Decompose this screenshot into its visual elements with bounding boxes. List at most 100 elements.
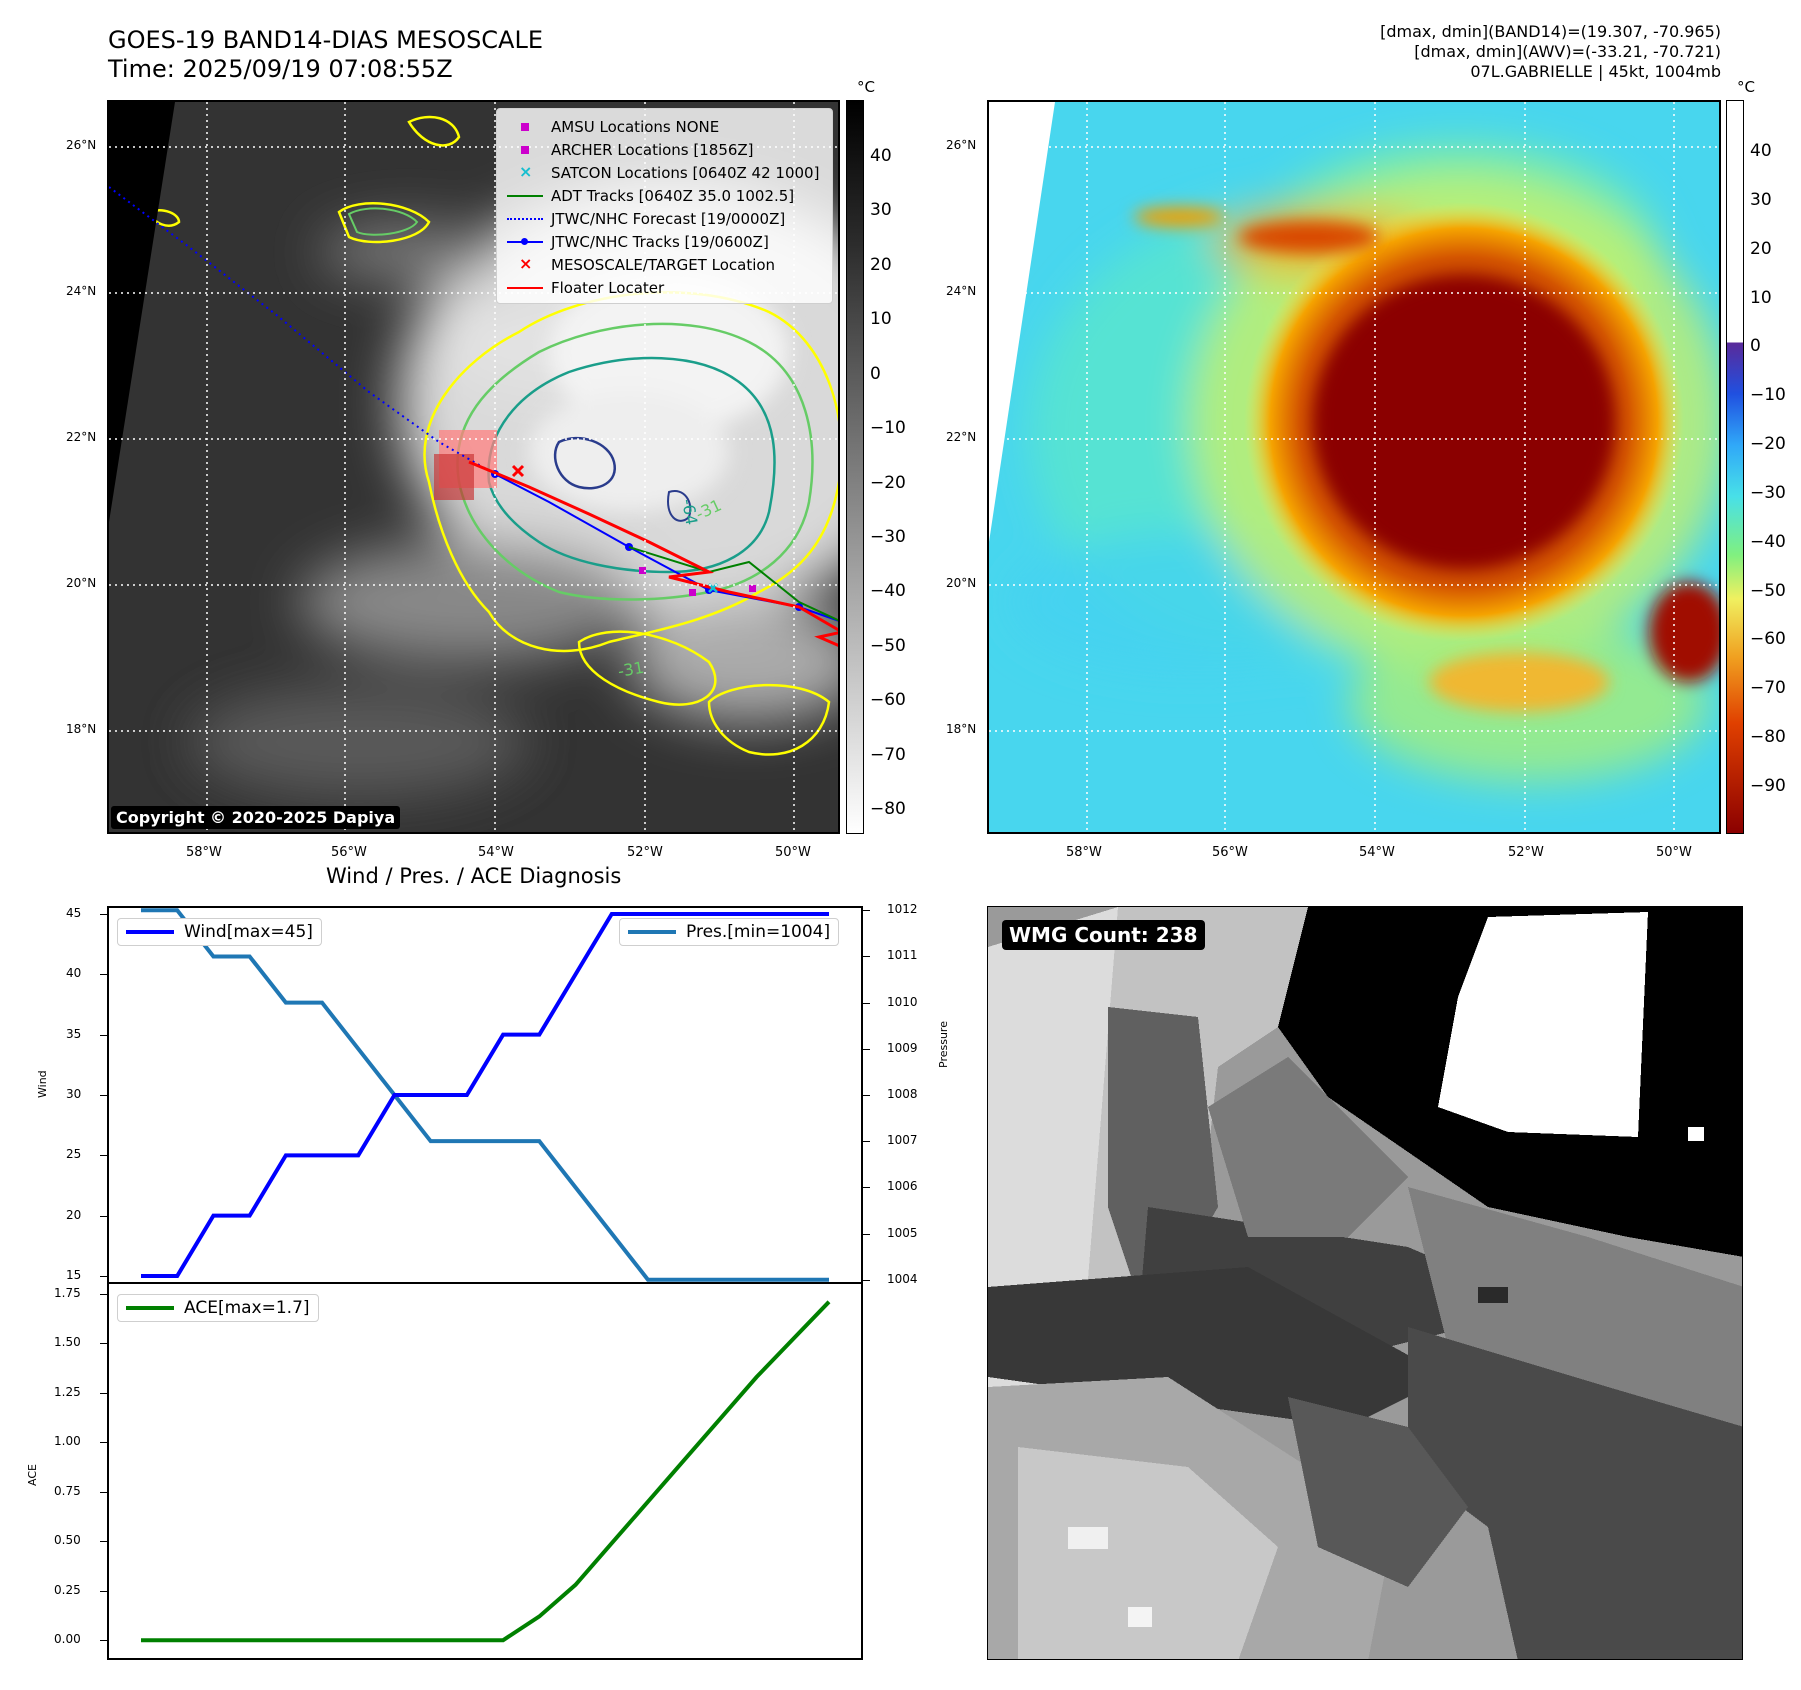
ace-legend-label: ACE[max=1.7]	[184, 1298, 310, 1318]
colorbar-tick-label: −30	[1750, 482, 1786, 503]
pressure-tick-label: 1008	[887, 1087, 918, 1101]
wmg-count-badge: WMG Count: 238	[1002, 920, 1205, 950]
lat-label: 22°N	[946, 430, 977, 444]
colorbar-tick-label: −30	[870, 526, 906, 547]
colorbar-tick-label: −50	[1750, 580, 1786, 601]
band14-map-panel: -64 -31 -31 AMSU Locations NONE ARCHER L…	[107, 100, 840, 834]
ace-plot	[141, 1300, 831, 1643]
lon-label: 54°W	[478, 845, 514, 860]
contour-label-1: -64	[678, 497, 701, 526]
colorbar-tick-label: 20	[870, 254, 892, 275]
colorbar-unit: °C	[857, 78, 875, 96]
legend-item-archer: ARCHER Locations [1856Z]	[505, 138, 824, 161]
wind-tick-label: 35	[66, 1026, 82, 1041]
colorbar-tick-label: 0	[1750, 336, 1761, 357]
map-legend: AMSU Locations NONE ARCHER Locations [18…	[496, 108, 833, 304]
ace-tick-label: 0.00	[54, 1632, 81, 1647]
legend-label: Floater Locater	[551, 278, 665, 297]
legend-line-icon	[126, 1306, 174, 1310]
wmg-panel: WMG Count: 238	[987, 906, 1743, 1660]
copyright-badge: Copyright © 2020-2025 Dapiya	[111, 806, 401, 829]
timestamp: Time: 2025/09/19 07:08:55Z	[108, 55, 453, 83]
legend-label: SATCON Locations [0640Z 42 1000]	[551, 163, 820, 182]
pressure-tick-label: 1012	[887, 902, 918, 917]
pres-legend: Pres.[min=1004]	[619, 918, 840, 946]
legend-item-floater: Floater Locater	[505, 276, 824, 299]
pressure-tick-label: 1004	[887, 1271, 918, 1286]
awv-range: [dmax, dmin](AWV)=(-33.21, -70.721)	[1414, 42, 1721, 61]
colorbar-tick-label: −40	[870, 581, 906, 602]
tick-mark	[863, 1279, 870, 1281]
pressure-tick-label: 1006	[887, 1179, 918, 1194]
tick-mark	[100, 974, 107, 976]
wind-tick-label: 20	[66, 1207, 82, 1222]
tick-mark	[863, 1187, 870, 1189]
tick-mark	[100, 914, 107, 916]
lon-label: 50°W	[1656, 845, 1692, 860]
ace-tick-label: 0.75	[54, 1483, 81, 1498]
lon-label: 56°W	[331, 845, 367, 860]
colorbar-tick-label: −60	[870, 690, 906, 711]
square-marker-icon	[505, 143, 545, 157]
x-marker-icon: ×	[519, 253, 533, 273]
colorbar-tick-label: −90	[1750, 776, 1786, 796]
tick-mark	[100, 1215, 107, 1217]
colorbar-tick-label: −50	[870, 635, 906, 656]
lat-label: 20°N	[66, 576, 97, 590]
colorbar-tick-label: 10	[1750, 287, 1772, 308]
line-dot-icon	[505, 235, 545, 249]
legend-label: ARCHER Locations [1856Z]	[551, 140, 754, 159]
wind-pres-chart: Wind[max=45] Pres.[min=1004]	[107, 906, 863, 1284]
wmg-imagery	[988, 907, 1742, 1659]
tick-mark	[100, 1275, 107, 1277]
tick-mark	[100, 1343, 107, 1345]
pressure-tick-label: 1007	[887, 1133, 918, 1148]
awv-map-panel	[987, 100, 1721, 834]
lon-label: 52°W	[627, 845, 663, 860]
legend-item-target: × MESOSCALE/TARGET Location	[505, 253, 824, 276]
legend-item-forecast: JTWC/NHC Forecast [19/0000Z]	[505, 207, 824, 230]
wind-legend-label: Wind[max=45]	[184, 922, 313, 942]
wind-tick-label: 15	[66, 1267, 82, 1282]
awv-colorbar	[1726, 100, 1744, 834]
wind-axis-label: Wind	[36, 1070, 49, 1098]
tick-mark	[863, 956, 870, 958]
legend-label: AMSU Locations NONE	[551, 117, 720, 136]
colorbar-tick-label: 0	[870, 363, 881, 384]
ace-series-line	[141, 1300, 831, 1643]
wind-legend: Wind[max=45]	[117, 918, 322, 946]
colorbar-tick-label: −80	[1750, 727, 1786, 748]
colorbar-tick-label: 40	[1750, 141, 1772, 161]
colorbar-tick-label: −70	[1750, 678, 1786, 699]
tick-mark	[863, 1002, 870, 1004]
lon-label: 52°W	[1508, 845, 1544, 860]
lat-label: 18°N	[66, 722, 97, 736]
wind-tick-label: 40	[66, 966, 82, 981]
pressure-tick-label: 1010	[887, 994, 918, 1009]
chart-title: GOES-19 BAND14-DIAS MESOSCALE	[108, 26, 544, 54]
wind-pres-plot	[141, 908, 829, 1282]
tick-mark	[100, 1442, 107, 1444]
band14-colorbar	[846, 100, 864, 834]
lon-label: 54°W	[1359, 845, 1395, 860]
colorbar-tick-label: −40	[1750, 531, 1786, 552]
lat-label: 18°N	[946, 722, 977, 736]
ace-tick-label: 0.50	[54, 1533, 81, 1548]
ace-legend: ACE[max=1.7]	[117, 1294, 319, 1322]
legend-item-adt: ADT Tracks [0640Z 35.0 1002.5]	[505, 184, 824, 207]
tick-mark	[100, 1640, 107, 1642]
awv-imagery	[989, 102, 1719, 832]
legend-line-icon	[126, 930, 174, 934]
ace-tick-label: 1.00	[54, 1434, 81, 1449]
band14-range: [dmax, dmin](BAND14)=(19.307, -70.965)	[1380, 22, 1721, 41]
tick-mark	[100, 1155, 107, 1157]
tick-mark	[100, 1293, 107, 1295]
tick-mark	[100, 1590, 107, 1592]
line-marker-icon	[505, 281, 545, 295]
ace-tick-label: 0.25	[54, 1582, 81, 1597]
wind-tick-label: 30	[66, 1087, 82, 1101]
colorbar-tick-label: −80	[870, 799, 906, 819]
tick-mark	[863, 1095, 870, 1096]
colorbar-tick-label: −70	[870, 744, 906, 765]
legend-item-tracks: JTWC/NHC Tracks [19/0600Z]	[505, 230, 824, 253]
